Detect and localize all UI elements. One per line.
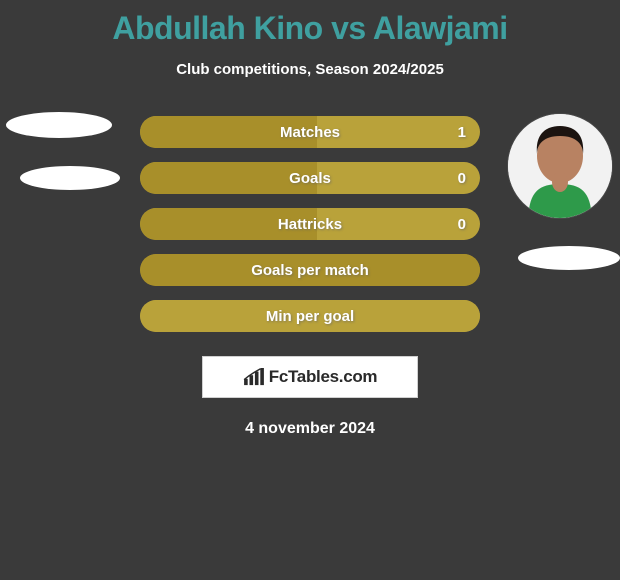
stat-bar: Goals0 bbox=[140, 162, 480, 194]
stat-bar: Matches1 bbox=[140, 116, 480, 148]
stat-bar-value: 0 bbox=[458, 162, 466, 194]
stat-bar-value: 1 bbox=[458, 116, 466, 148]
stat-bar: Hattricks0 bbox=[140, 208, 480, 240]
stat-bar-label: Matches bbox=[140, 116, 480, 148]
stat-bar-label: Min per goal bbox=[140, 300, 480, 332]
date-label: 4 november 2024 bbox=[0, 420, 620, 438]
stat-bar: Min per goal bbox=[140, 300, 480, 332]
stat-bar-label: Hattricks bbox=[140, 208, 480, 240]
page-title: Abdullah Kino vs Alawjami bbox=[0, 0, 620, 47]
placeholder-ellipse bbox=[6, 112, 112, 138]
placeholder-ellipse bbox=[518, 246, 620, 270]
player-avatar-right bbox=[508, 114, 612, 218]
comparison-bars: Matches1Goals0Hattricks0Goals per matchM… bbox=[140, 116, 480, 332]
logo-badge: FcTables.com bbox=[202, 356, 418, 398]
avatar-illustration bbox=[508, 114, 612, 218]
stat-bar: Goals per match bbox=[140, 254, 480, 286]
stat-bar-label: Goals bbox=[140, 162, 480, 194]
placeholder-ellipse bbox=[20, 166, 120, 190]
stat-bar-value: 0 bbox=[458, 208, 466, 240]
page-subtitle: Club competitions, Season 2024/2025 bbox=[0, 61, 620, 78]
comparison-panel: Matches1Goals0Hattricks0Goals per matchM… bbox=[0, 116, 620, 332]
stat-bar-label: Goals per match bbox=[140, 254, 480, 286]
logo-text: FcTables.com bbox=[269, 367, 378, 387]
bars-icon bbox=[243, 368, 265, 386]
